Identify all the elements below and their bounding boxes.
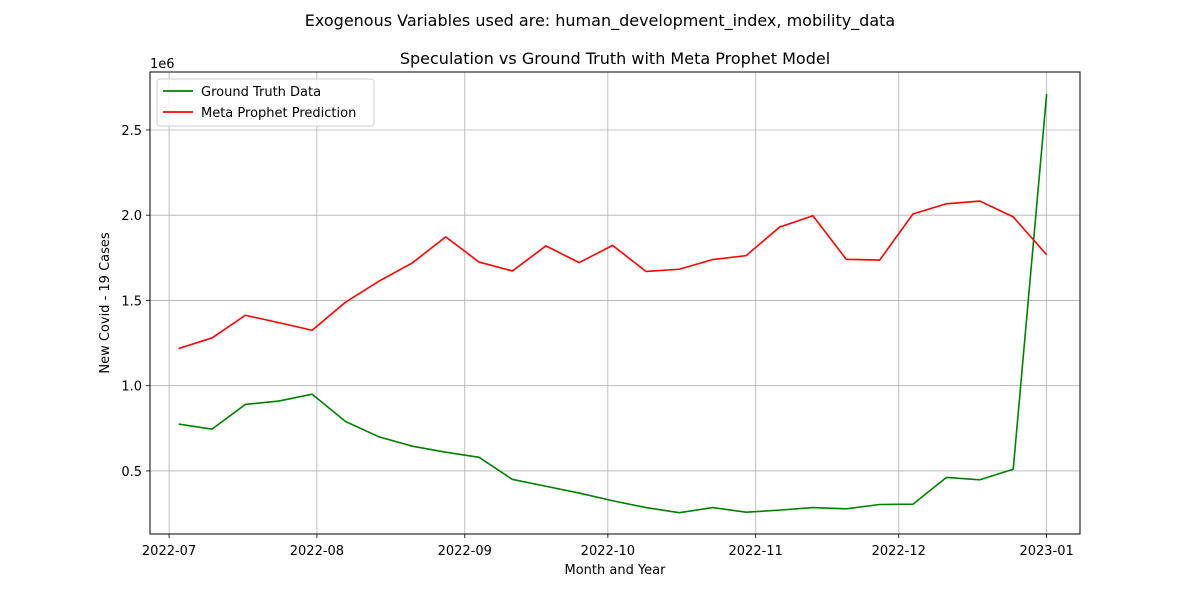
y-tick-label: 0.5	[121, 465, 142, 480]
plot-frame	[149, 71, 1081, 535]
y-axis: 0.5 1.0 1.5 2.0 2.5	[121, 124, 150, 480]
x-axis-label: Month and Year	[565, 563, 667, 578]
legend: Ground Truth Data Meta Prophet Prediction	[156, 78, 375, 127]
y-tick-label: 1.0	[121, 380, 142, 395]
chart-title: Speculation vs Ground Truth with Meta Pr…	[400, 49, 830, 68]
series-lines	[178, 94, 1048, 514]
x-tick-label: 2022-11	[729, 544, 783, 559]
x-tick-label: 2022-12	[872, 544, 926, 559]
grid	[150, 72, 1080, 534]
y-tick-label: 2.5	[121, 124, 142, 139]
series-line-prediction	[178, 200, 1048, 350]
figure-suptitle: Exogenous Variables used are: human_deve…	[305, 11, 895, 31]
x-tick-label: 2022-07	[142, 544, 196, 559]
x-tick-label: 2022-10	[581, 544, 635, 559]
y-axis-label: New Covid - 19 Cases	[98, 232, 113, 374]
y-tick-label: 1.5	[121, 294, 142, 309]
y-tick-label: 2.0	[121, 209, 142, 224]
legend-label: Ground Truth Data	[201, 85, 321, 100]
legend-label: Meta Prophet Prediction	[201, 106, 356, 121]
x-tick-label: 2023-01	[1019, 544, 1073, 559]
x-axis: 2022-07 2022-08 2022-09 2022-10 2022-11 2022-…	[142, 534, 1074, 559]
x-tick-label: 2022-08	[290, 544, 344, 559]
legend-box	[156, 78, 375, 127]
y-offset-label: 1e6	[150, 57, 175, 72]
series-line-ground-truth	[178, 94, 1048, 514]
x-tick-label: 2022-09	[438, 544, 492, 559]
